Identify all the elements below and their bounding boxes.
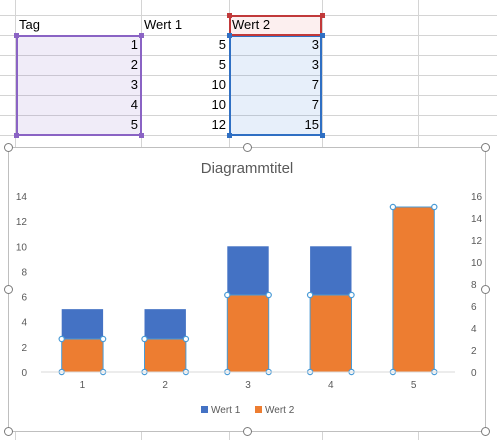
cell-tag[interactable]: 4 [130, 97, 138, 112]
y-tick-label-right[interactable]: 16 [471, 192, 483, 203]
y-tick-label-right[interactable]: 2 [471, 346, 477, 357]
cell-wert2[interactable]: 7 [311, 77, 319, 92]
cell-tag[interactable]: 1 [130, 37, 138, 52]
cell-wert1[interactable]: 5 [218, 57, 226, 72]
y-tick-label-right[interactable]: 0 [471, 368, 477, 379]
range-handle[interactable] [14, 133, 19, 138]
range-handle[interactable] [139, 33, 144, 38]
range-handle[interactable] [320, 33, 325, 38]
series-selection-handle[interactable] [224, 291, 231, 299]
y-tick-label-left[interactable]: 6 [21, 293, 27, 304]
series-selection-handle[interactable] [99, 335, 107, 343]
y-tick-label-left[interactable]: 0 [21, 368, 27, 379]
bar-wert-2[interactable] [392, 206, 435, 373]
chart-resize-handle[interactable] [4, 285, 13, 294]
bar-wert-2[interactable] [61, 338, 104, 373]
y-tick-label-right[interactable]: 14 [471, 214, 483, 225]
bar-wert-2[interactable] [226, 294, 270, 373]
series-selection-handle[interactable] [182, 335, 190, 343]
series-selection-handle[interactable] [141, 335, 148, 343]
cell-wert2[interactable]: 15 [304, 117, 319, 132]
cell-wert2[interactable]: 3 [311, 57, 319, 72]
legend-entry[interactable]: Wert 1 [211, 405, 241, 416]
cell-wert1[interactable]: 10 [211, 77, 226, 92]
chart-title[interactable]: Diagrammtitel [201, 160, 294, 177]
series-selection-handle[interactable] [389, 203, 397, 211]
legend-swatch[interactable] [201, 406, 208, 413]
cell-wert1[interactable]: 5 [218, 37, 226, 52]
cell-wert1[interactable]: 10 [211, 97, 226, 112]
chart-resize-handle[interactable] [4, 427, 13, 436]
y-tick-label-right[interactable]: 8 [471, 280, 477, 291]
range-handle[interactable] [139, 133, 144, 138]
range-handle[interactable] [227, 13, 232, 18]
header-cell-tag[interactable]: Tag [19, 17, 40, 32]
chart-resize-handle[interactable] [481, 285, 490, 294]
series-selection-handle[interactable] [58, 335, 65, 343]
selection-range-tag [16, 35, 142, 136]
range-handle[interactable] [14, 33, 19, 38]
chart-object[interactable]: Diagrammtitel 0 2 4 6 8 10 12 14 0 2 4 6 8 10 12 14 16 1 2… [8, 147, 486, 432]
x-tick-label[interactable]: 2 [162, 380, 168, 391]
cell-wert2[interactable]: 7 [311, 97, 319, 112]
cell-tag[interactable]: 5 [130, 117, 138, 132]
chart-resize-handle[interactable] [4, 143, 13, 152]
y-tick-label-right[interactable]: 10 [471, 258, 483, 269]
bar-wert-2[interactable] [309, 294, 353, 373]
y-tick-label-left[interactable]: 8 [21, 267, 27, 278]
y-tick-label-left[interactable]: 2 [21, 343, 27, 354]
series-selection-handle[interactable] [431, 203, 438, 211]
x-tick-label[interactable]: 1 [80, 380, 86, 391]
selection-range-header [229, 15, 322, 36]
bar-wert-2[interactable] [144, 338, 187, 373]
cell-tag[interactable]: 2 [130, 57, 138, 72]
chart-resize-handle[interactable] [243, 143, 252, 152]
x-tick-label[interactable]: 5 [411, 380, 417, 391]
range-handle[interactable] [227, 133, 232, 138]
y-tick-label-right[interactable]: 6 [471, 302, 477, 313]
header-cell-wert2[interactable]: Wert 2 [232, 17, 271, 32]
y-tick-label-left[interactable]: 14 [16, 192, 28, 203]
series-selection-handle[interactable] [348, 291, 355, 299]
range-handle[interactable] [320, 133, 325, 138]
chart-resize-handle[interactable] [481, 143, 490, 152]
legend-entry[interactable]: Wert 2 [265, 405, 295, 416]
chart-resize-handle[interactable] [243, 427, 252, 436]
cell-wert2[interactable]: 3 [311, 37, 319, 52]
series-selection-handle[interactable] [306, 291, 314, 299]
chart-resize-handle[interactable] [481, 427, 490, 436]
range-handle[interactable] [227, 33, 232, 38]
y-tick-label-right[interactable]: 4 [471, 324, 477, 335]
y-tick-label-left[interactable]: 4 [21, 318, 27, 329]
y-tick-label-right[interactable]: 12 [471, 236, 483, 247]
y-tick-label-left[interactable]: 12 [16, 217, 28, 228]
range-handle[interactable] [320, 13, 325, 18]
selection-range-wert2 [229, 35, 322, 136]
x-tick-label[interactable]: 4 [328, 380, 334, 391]
cell-wert1[interactable]: 12 [211, 117, 226, 132]
legend-swatch[interactable] [255, 406, 262, 413]
cell-tag[interactable]: 3 [130, 77, 138, 92]
series-selection-handle[interactable] [265, 291, 272, 299]
y-tick-label-left[interactable]: 10 [16, 242, 28, 253]
x-tick-label[interactable]: 3 [245, 380, 251, 391]
header-cell-wert1[interactable]: Wert 1 [144, 17, 183, 32]
